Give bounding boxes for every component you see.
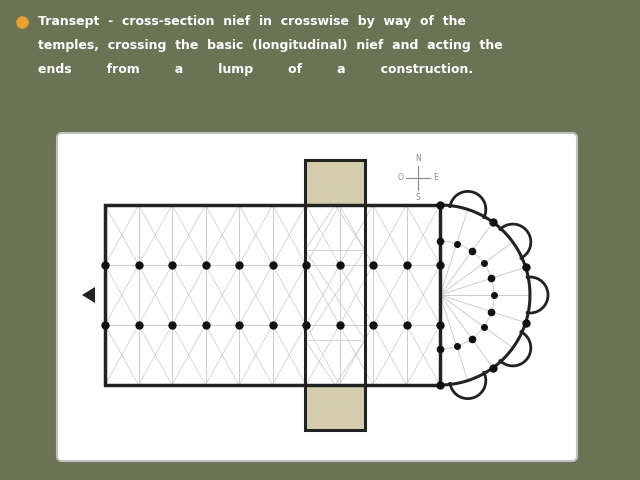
Text: O: O <box>397 173 403 182</box>
Bar <box>305 160 365 430</box>
Bar <box>105 205 440 385</box>
Bar <box>305 160 365 430</box>
Bar <box>105 205 440 385</box>
Text: N: N <box>415 154 421 163</box>
Text: Transept  -  cross-section  nief  in  crosswise  by  way  of  the: Transept - cross-section nief in crosswi… <box>38 15 466 28</box>
Text: E: E <box>433 173 438 182</box>
Text: S: S <box>415 193 420 202</box>
Polygon shape <box>82 287 95 303</box>
Text: temples,  crossing  the  basic  (longitudinal)  nief  and  acting  the: temples, crossing the basic (longitudina… <box>38 39 503 52</box>
Text: ends        from        a        lump        of        a        construction.: ends from a lump of a construction. <box>38 63 473 76</box>
FancyBboxPatch shape <box>57 133 577 461</box>
